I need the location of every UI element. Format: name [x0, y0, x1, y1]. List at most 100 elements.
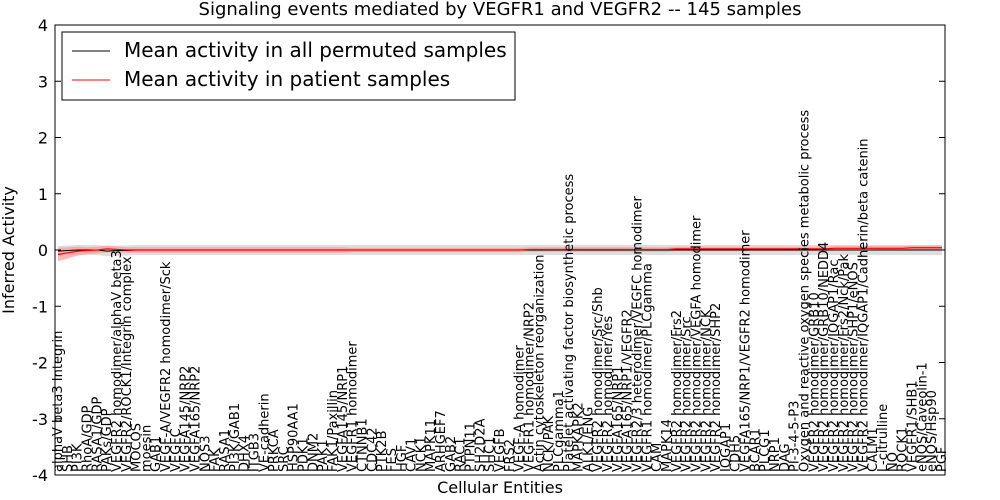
category-label: SH2D2A [473, 418, 488, 472]
legend: Mean activity in all permuted samples Me… [61, 31, 516, 101]
category-label: PTPN11 [464, 422, 479, 472]
category-label: VEGFB [493, 428, 508, 472]
category-label: VEGFR2 homodimer/Yes [601, 316, 616, 472]
y-tick-label: 1 [38, 185, 48, 204]
y-tick-label: 4 [38, 16, 48, 35]
category-label: VEGFR2 homodimer/IQGAP1/Rac [827, 259, 842, 472]
category-label: GAB1 [149, 436, 164, 472]
category-label: MOCOS [130, 423, 145, 472]
category-label: PLCG1 [758, 429, 773, 472]
category-label: Oxygen and reactive oxygen species metab… [797, 110, 812, 472]
y-tick-label: -4 [32, 466, 48, 485]
category-label: PI-3-4-5-P3 [788, 401, 803, 472]
y-tick-label: 2 [38, 129, 48, 148]
category-label: VEGFA145/NRP1 [336, 366, 351, 472]
category-label: GAB2 [444, 436, 459, 472]
category-label: VEGFR1/SHB1 [906, 380, 921, 472]
category-label: VEGFR2 homodimer/Src [680, 316, 695, 472]
category-label: CDC42 [365, 427, 380, 472]
category-label: RASA1 [218, 429, 233, 472]
category-labels: alphaV beta3 IntegrinSHBPI3KRhoA/GDPRASA… [51, 110, 950, 472]
category-label: VEGFR2 homodimer/Frs2 [670, 310, 685, 472]
category-label: VEGFR2 homodimer/GRB10 [807, 292, 822, 472]
category-label: VEGFR2/ROCK1/Integrin complex [120, 256, 135, 472]
category-label: MAPK14 [660, 419, 675, 472]
category-label: VEGFR1 homodimer/PLCgamma [640, 263, 655, 472]
category-label: Platelet activating factor biosynthetic … [562, 174, 577, 472]
category-label: SHC1 [483, 437, 498, 472]
category-label: VEGFA165/NRP2 [189, 366, 204, 472]
category-label: Actin cytoskeleton reorganization [532, 254, 547, 472]
chart-title: Signaling events mediated by VEGFR1 and … [199, 0, 802, 20]
category-label: MAPK11 [424, 419, 439, 472]
category-label: HSP90AA1 [287, 403, 302, 472]
category-label: FES [385, 448, 400, 472]
category-label: PAK1 [316, 439, 331, 472]
category-label: PDK1 [297, 437, 312, 472]
category-label: VEGFA165/NRP1 [611, 366, 626, 472]
category-label: VEGFR2 homodimer/Frs2/Nck/Pak [837, 254, 852, 472]
category-label: VEGFA165/NRP1/VEGFR2 [621, 309, 636, 472]
category-label: VEGFC [169, 428, 184, 472]
category-label: VEGF-A/VEGFR2 homodimer/Sck [159, 261, 174, 472]
category-label: SRC [277, 446, 292, 472]
category-label: RAC1 [454, 437, 469, 472]
category-label: VEGFR2 homodimer/IQGAP1/Cadherin/beta ca… [856, 138, 871, 472]
y-tick-label: 3 [38, 72, 48, 91]
category-label: PLCgamma1 [552, 390, 567, 472]
y-tick-label: -3 [32, 410, 48, 429]
category-label: IQGAP1 [719, 423, 734, 472]
category-label: BCAR1 [748, 428, 763, 472]
category-label: VE-cadherin [257, 393, 272, 472]
category-label: ALK1/ENG [581, 407, 596, 472]
category-label: CALM1 [866, 427, 881, 472]
y-axis-ticks: -4 -3 -2 -1 0 1 2 3 4 [32, 16, 945, 485]
category-label: NO [886, 452, 901, 472]
category-label: VEGFA165/NRP1/VEGFR2 homodimer [739, 230, 754, 472]
category-label: FAK [208, 448, 223, 472]
x-axis-label: Cellular Entities [437, 478, 563, 497]
legend-label-patient: Mean activity in patient samples [124, 67, 450, 91]
category-label: VEGFR2 homodimer/alphaV beta3 [110, 250, 125, 472]
category-label: DAG [778, 443, 793, 472]
category-label: ROCK1 [896, 427, 911, 472]
category-label: eNOS/Caveolin-1 [915, 362, 930, 472]
category-label: ARHGEF7 [434, 410, 449, 472]
category-label: L-citrulline [876, 404, 891, 472]
category-label: VEGFR2 homodimer/NCK [699, 309, 714, 472]
legend-label-permuted: Mean activity in all permuted samples [124, 38, 507, 62]
category-label: CTNNB1 [355, 418, 370, 472]
category-label: eNOS/Hsp90 [925, 390, 940, 472]
category-label: NCK/PAK [542, 415, 557, 472]
category-label: NOS3 [198, 436, 213, 472]
category-label: PI3K [71, 443, 86, 472]
category-label: PAKs/GDP [100, 408, 115, 472]
category-label: CAM [650, 443, 665, 472]
category-label: VEGFR2 homodimer/Src/Shb [591, 287, 606, 472]
category-label: VEGF-A homodimer [513, 345, 528, 472]
y-tick-label: -1 [32, 297, 48, 316]
category-label: PI3K/GAB1 [228, 403, 243, 472]
legend-box [61, 31, 516, 101]
category-label: PTK2B [375, 431, 390, 473]
category-label: moesin [139, 425, 154, 472]
plot-frame [54, 24, 946, 476]
category-label: DHX4 [238, 435, 253, 472]
category-label: FRS2 [503, 439, 518, 472]
category-label: VEGFR2 homodimer/VEGFA homodimer [689, 215, 704, 472]
category-label: RASA1/GDP [90, 396, 105, 472]
y-tick-label: -2 [32, 354, 48, 373]
category-label: CAV1 [405, 438, 420, 472]
category-label: FAK1/Paxillin [326, 390, 341, 472]
category-label: PRKCA [267, 429, 282, 472]
category-label: RhoA/GDP [80, 405, 95, 472]
category-label: CDH5 [729, 435, 744, 472]
category-label: VEGFR2/3 heterodimer/VEGFC homodimer [631, 195, 646, 472]
category-label: VEGFR2 homodimer/GRB10/NEDD4 [817, 242, 832, 472]
category-label: HGF [395, 445, 410, 472]
category-label: NCK1 [414, 436, 429, 472]
category-label: VEGFR1 homodimer [346, 341, 361, 472]
y-tick-label: 0 [38, 241, 48, 260]
category-label: DNM2 [306, 433, 321, 472]
category-label: VEGFR2 homodimer/SHP2 [709, 303, 724, 472]
